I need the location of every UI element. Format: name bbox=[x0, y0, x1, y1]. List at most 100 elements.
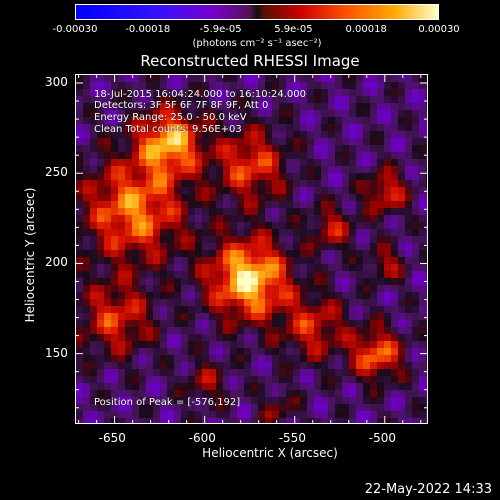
heatmap-cell bbox=[153, 152, 160, 159]
heatmap-cell bbox=[90, 390, 97, 397]
heatmap-cell bbox=[363, 341, 370, 348]
heatmap-cell bbox=[356, 292, 363, 299]
heatmap-cell bbox=[265, 124, 272, 131]
heatmap-cell bbox=[216, 89, 223, 96]
heatmap-cell bbox=[412, 376, 419, 383]
heatmap-cell bbox=[307, 89, 314, 96]
heatmap-cell bbox=[265, 138, 272, 145]
heatmap-cell bbox=[195, 355, 202, 362]
heatmap-cell bbox=[412, 320, 419, 327]
heatmap-cell bbox=[223, 138, 230, 145]
heatmap-cell bbox=[167, 82, 174, 89]
heatmap-cell bbox=[90, 383, 97, 390]
heatmap-cell bbox=[384, 383, 391, 390]
heatmap-cell bbox=[223, 222, 230, 229]
heatmap-cell bbox=[419, 82, 426, 89]
heatmap-cell bbox=[97, 194, 104, 201]
heatmap-cell bbox=[300, 320, 307, 327]
heatmap-cell bbox=[97, 418, 104, 423]
heatmap-cell bbox=[223, 327, 230, 334]
heatmap-cell bbox=[195, 404, 202, 411]
heatmap-cell bbox=[160, 292, 167, 299]
heatmap-cell bbox=[335, 159, 342, 166]
heatmap-cell bbox=[321, 82, 328, 89]
heatmap-cell bbox=[286, 152, 293, 159]
heatmap-cell bbox=[335, 278, 342, 285]
heatmap-cell bbox=[90, 327, 97, 334]
heatmap-cell bbox=[293, 327, 300, 334]
heatmap-cell bbox=[335, 215, 342, 222]
heatmap-cell bbox=[76, 166, 83, 173]
heatmap-cell bbox=[419, 334, 426, 341]
heatmap-cell bbox=[202, 110, 209, 117]
heatmap-cell bbox=[223, 201, 230, 208]
heatmap-cell bbox=[195, 201, 202, 208]
heatmap-cell bbox=[370, 75, 377, 82]
heatmap-cell bbox=[111, 131, 118, 138]
heatmap-cell bbox=[188, 264, 195, 271]
heatmap-cell bbox=[216, 271, 223, 278]
heatmap-cell bbox=[391, 299, 398, 306]
heatmap-cell bbox=[90, 173, 97, 180]
heatmap-cell bbox=[363, 250, 370, 257]
heatmap-cell bbox=[356, 110, 363, 117]
heatmap-cell bbox=[230, 208, 237, 215]
heatmap-cell bbox=[265, 82, 272, 89]
heatmap-cell bbox=[412, 257, 419, 264]
heatmap-cell bbox=[153, 187, 160, 194]
heatmap-cell bbox=[356, 362, 363, 369]
heatmap-cell bbox=[111, 348, 118, 355]
heatmap-cell bbox=[265, 166, 272, 173]
heatmap-cell bbox=[216, 299, 223, 306]
heatmap-cell bbox=[363, 397, 370, 404]
heatmap-cell bbox=[335, 292, 342, 299]
heatmap-cell bbox=[293, 201, 300, 208]
heatmap-cell bbox=[188, 418, 195, 423]
heatmap-cell bbox=[321, 138, 328, 145]
heatmap-cell bbox=[258, 411, 265, 418]
heatmap-cell bbox=[97, 411, 104, 418]
heatmap-cell bbox=[202, 285, 209, 292]
heatmap-cell bbox=[405, 292, 412, 299]
heatmap-cell bbox=[216, 117, 223, 124]
heatmap-cell bbox=[349, 201, 356, 208]
heatmap-cell bbox=[405, 138, 412, 145]
heatmap-cell bbox=[300, 145, 307, 152]
heatmap-cell bbox=[328, 187, 335, 194]
heatmap-cell bbox=[90, 369, 97, 376]
heatmap-cell bbox=[356, 229, 363, 236]
heatmap-cell bbox=[335, 355, 342, 362]
heatmap-cell bbox=[265, 271, 272, 278]
heatmap-cell bbox=[125, 145, 132, 152]
heatmap-cell bbox=[202, 117, 209, 124]
heatmap-cell bbox=[153, 313, 160, 320]
heatmap-cell bbox=[307, 103, 314, 110]
heatmap-cell bbox=[237, 82, 244, 89]
heatmap-cell bbox=[384, 110, 391, 117]
heatmap-cell bbox=[279, 348, 286, 355]
heatmap-cell bbox=[104, 124, 111, 131]
heatmap-cell bbox=[314, 271, 321, 278]
heatmap-cell bbox=[398, 222, 405, 229]
heatmap-cell bbox=[139, 173, 146, 180]
heatmap-cell bbox=[349, 376, 356, 383]
heatmap-cell bbox=[237, 208, 244, 215]
heatmap-cell bbox=[132, 257, 139, 264]
heatmap-cell bbox=[160, 285, 167, 292]
heatmap-cell bbox=[412, 313, 419, 320]
heatmap-cell bbox=[307, 355, 314, 362]
heatmap-cell bbox=[314, 250, 321, 257]
heatmap-cell bbox=[391, 376, 398, 383]
heatmap-cell bbox=[321, 327, 328, 334]
heatmap-cell bbox=[251, 278, 258, 285]
heatmap-cell bbox=[286, 117, 293, 124]
heatmap-cell bbox=[146, 327, 153, 334]
heatmap-cell bbox=[195, 250, 202, 257]
heatmap-cell bbox=[223, 250, 230, 257]
heatmap-cell bbox=[349, 208, 356, 215]
heatmap-cell bbox=[286, 194, 293, 201]
heatmap-cell bbox=[384, 166, 391, 173]
heatmap-cell bbox=[195, 257, 202, 264]
heatmap-cell bbox=[384, 376, 391, 383]
heatmap-cell bbox=[76, 271, 83, 278]
